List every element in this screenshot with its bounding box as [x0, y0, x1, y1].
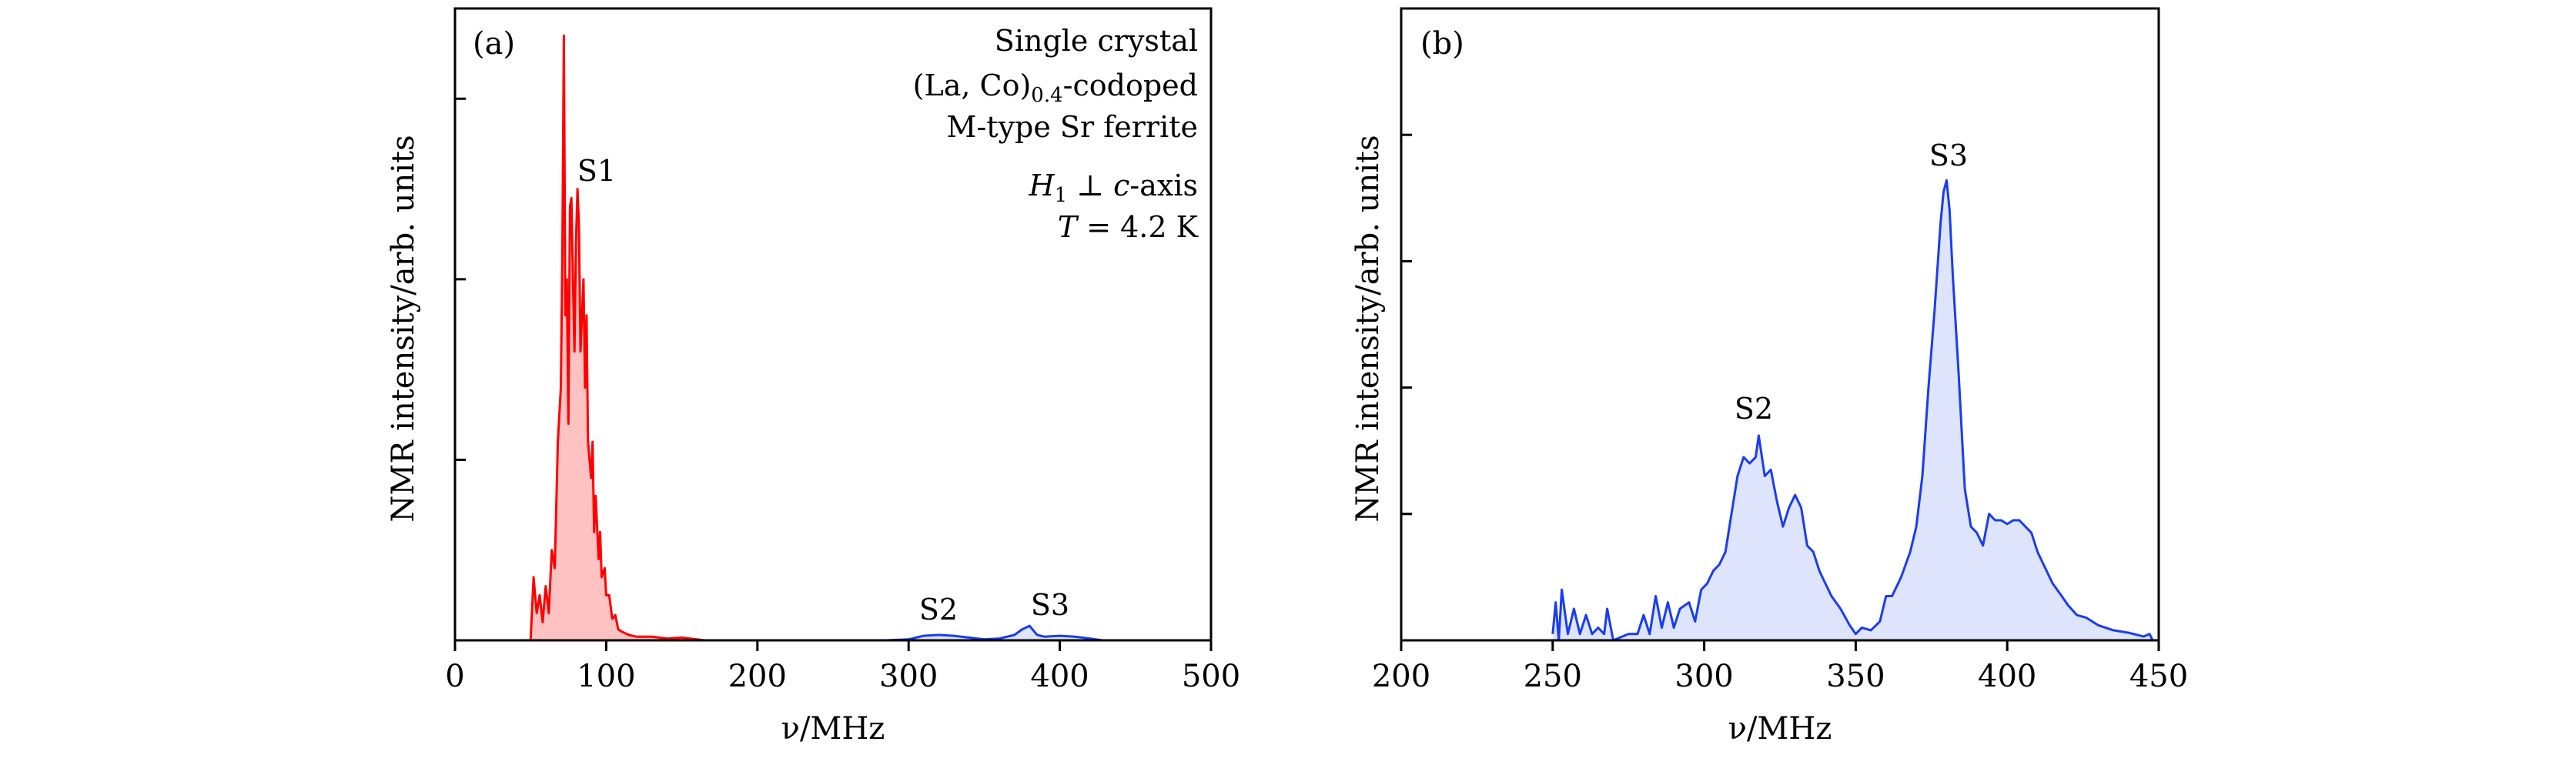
x-tick-label-b: 400 — [1978, 659, 2036, 694]
x-tick-label-b: 350 — [1826, 659, 1885, 694]
series-line-b-0 — [1551, 179, 2154, 642]
annotation-block: Single crystal (La, Co)0.4-codoped M-typ… — [913, 24, 1199, 244]
peak-label-s3-a: S3 — [1031, 588, 1069, 622]
peak-label-s1-a: S1 — [577, 154, 616, 188]
peak-label-s3-b: S3 — [1929, 139, 1968, 172]
x-tick-label-b: 250 — [1524, 659, 1582, 694]
y-axis-label-b: NMR intensity/arb. units — [1350, 135, 1386, 522]
panel-b: 200 250 300 350 400 450 (b) ν/MHz NMR intensi… — [1350, 7, 2188, 747]
x-tick-label-a: 400 — [1030, 659, 1089, 694]
annotation-temperature: T = 4.2 K — [1058, 210, 1199, 244]
annotation-field: H1 ⊥ c-axis — [1029, 169, 1198, 207]
x-tick-label-a: 0 — [445, 659, 464, 694]
annotation-sample: Single crystal — [995, 24, 1198, 58]
x-tick-label-b: 200 — [1372, 659, 1430, 694]
series-fill-b-0 — [1552, 180, 2153, 641]
x-axis-label-a: ν/MHz — [781, 711, 885, 747]
peak-label-s2-a: S2 — [919, 593, 958, 626]
x-tick-label-a: 500 — [1182, 659, 1240, 694]
peak-label-s2-b: S2 — [1735, 392, 1773, 426]
annotation-composition: (La, Co)0.4-codoped — [913, 68, 1198, 107]
series-line-a-1 — [885, 624, 1102, 642]
annotation-material: M-type Sr ferrite — [947, 110, 1198, 144]
x-tick-label-a: 300 — [879, 659, 938, 694]
x-tick-label-a: 200 — [728, 659, 787, 694]
panel-a: 0 100 200 300 400 500 (a) ν/MHz NMR intensity… — [386, 7, 1240, 747]
x-tick-label-b: 450 — [2129, 659, 2188, 694]
axes-frame-b — [1400, 7, 2160, 642]
series-line-a-0 — [529, 34, 705, 642]
x-tick-label-a: 100 — [577, 659, 635, 694]
y-axis-label-a: NMR intensity/arb. units — [386, 135, 421, 522]
panel-label-b: (b) — [1420, 26, 1464, 62]
series-fill-a-0 — [530, 35, 705, 640]
x-tick-label-b: 300 — [1674, 659, 1733, 694]
axes-frame-a — [453, 7, 1213, 642]
panel-label-a: (a) — [473, 26, 515, 62]
x-axis-label-b: ν/MHz — [1728, 711, 1832, 747]
